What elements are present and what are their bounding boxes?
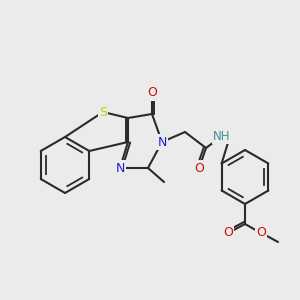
Text: O: O (256, 226, 266, 239)
Text: O: O (194, 161, 204, 175)
Text: N: N (157, 136, 167, 148)
Text: NH: NH (213, 130, 231, 142)
Text: N: N (115, 161, 125, 175)
Text: S: S (99, 106, 107, 118)
Text: O: O (223, 226, 233, 239)
Text: O: O (147, 86, 157, 100)
